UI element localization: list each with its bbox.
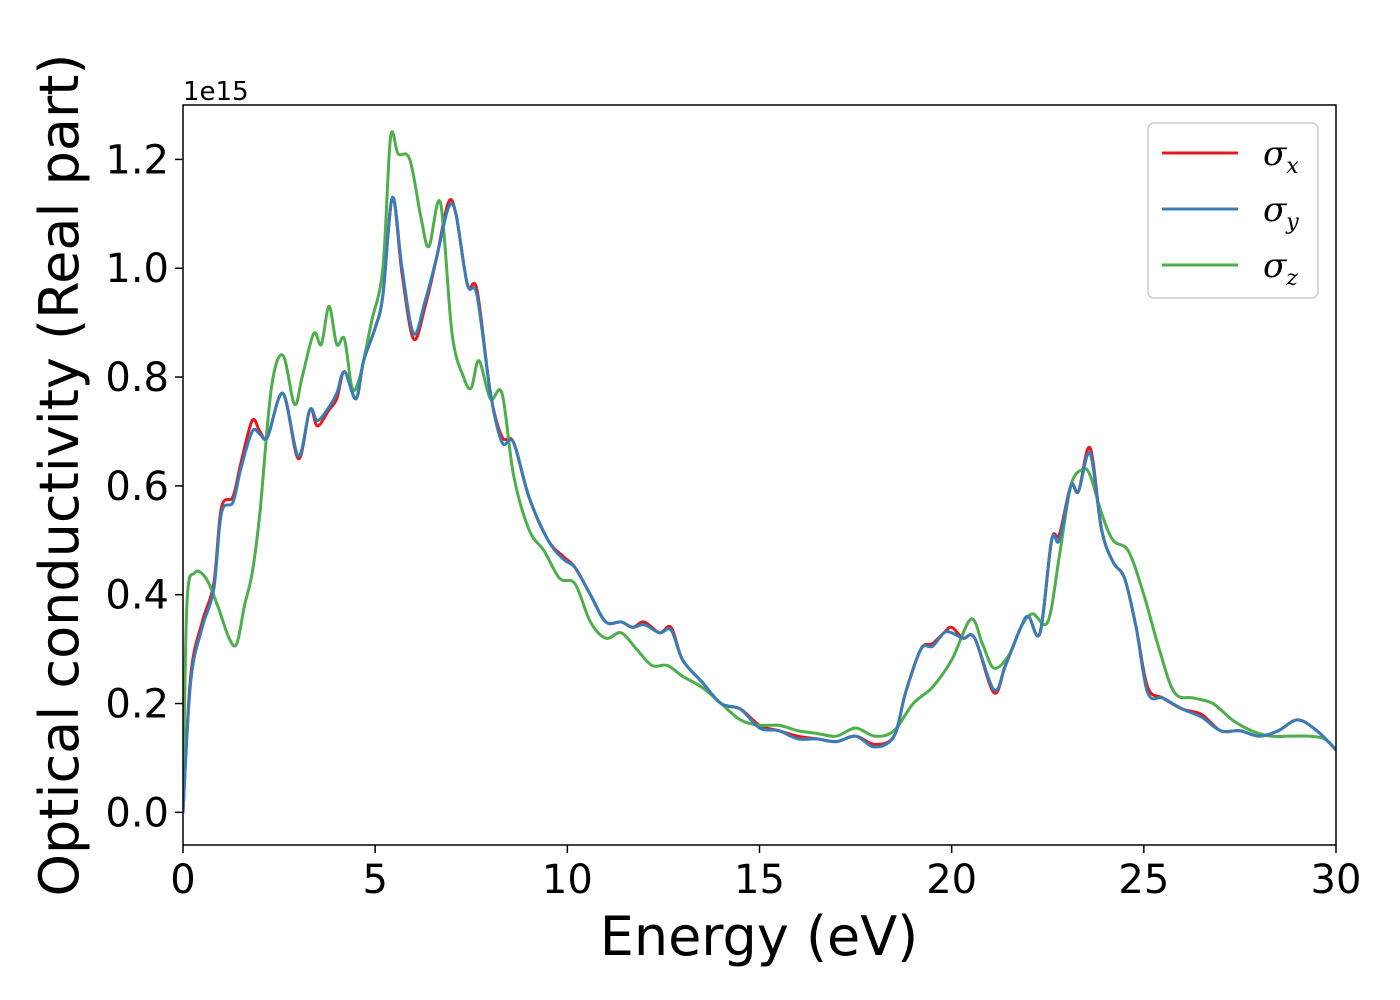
x-axis: 0 5 10 15 20 25 30 bbox=[170, 845, 1361, 903]
y-tick-label: 1.2 bbox=[105, 137, 169, 183]
series-line-sigma-z bbox=[183, 130, 1336, 814]
x-axis-label: Energy (eV) bbox=[600, 905, 919, 968]
series-line-sigma-y bbox=[183, 195, 1336, 814]
y-tick-label: 0.0 bbox=[105, 790, 169, 836]
x-tick-label: 20 bbox=[926, 857, 977, 903]
y-tick-label: 0.6 bbox=[105, 464, 169, 510]
y-axis: 0.0 0.2 0.4 0.6 0.8 1.0 1.2 bbox=[105, 137, 183, 836]
x-tick-label: 30 bbox=[1311, 857, 1362, 903]
x-tick-label: 10 bbox=[542, 857, 593, 903]
x-tick-label: 5 bbox=[362, 857, 387, 903]
x-tick-label: 0 bbox=[170, 857, 195, 903]
y-axis-label: Optical conductivity (Real part) bbox=[28, 54, 91, 897]
series-layer bbox=[183, 130, 1336, 814]
y-offset-label: 1e15 bbox=[183, 77, 249, 107]
y-tick-label: 0.8 bbox=[105, 355, 169, 401]
y-tick-label: 0.4 bbox=[105, 573, 169, 619]
x-tick-label: 15 bbox=[734, 857, 785, 903]
x-tick-label: 25 bbox=[1118, 857, 1169, 903]
y-tick-label: 1.0 bbox=[105, 246, 169, 292]
y-tick-label: 0.2 bbox=[105, 682, 169, 728]
